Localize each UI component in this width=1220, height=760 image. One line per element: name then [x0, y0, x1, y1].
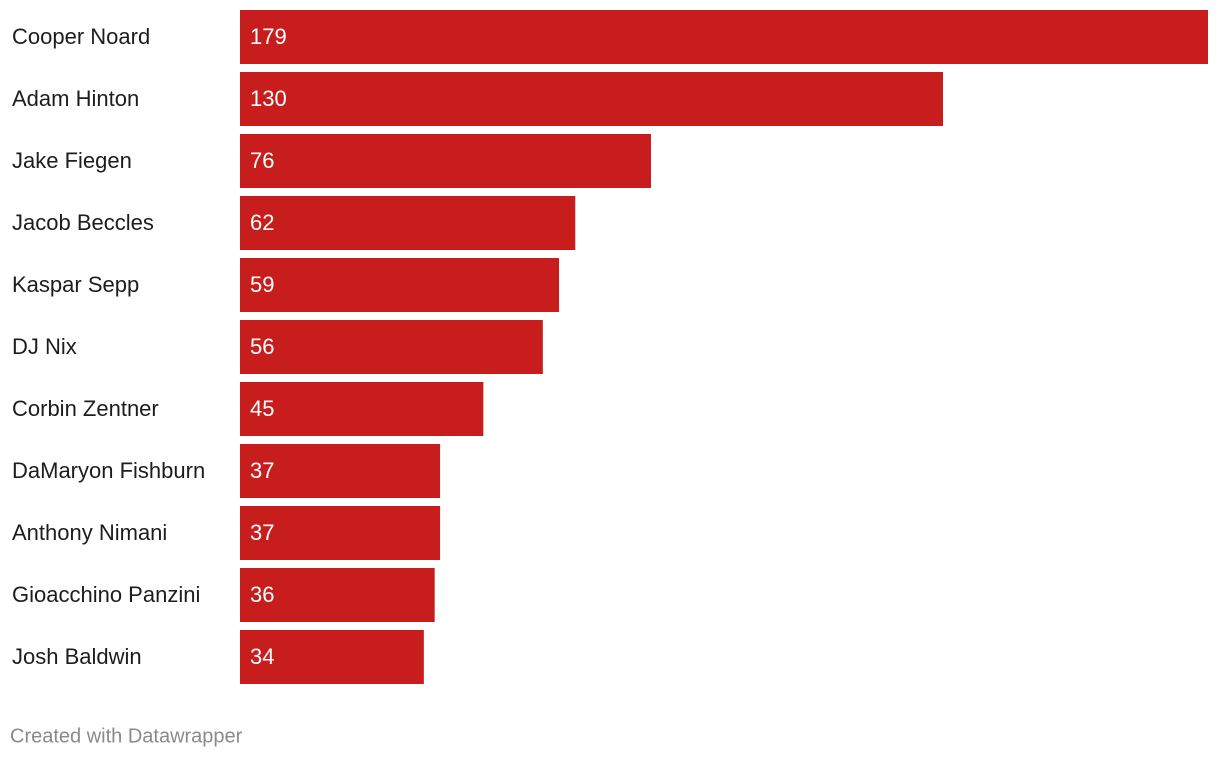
value-label: 37: [250, 520, 274, 545]
category-label: Kaspar Sepp: [12, 272, 139, 297]
category-label: DJ Nix: [12, 334, 77, 359]
value-label: 45: [250, 396, 274, 421]
value-label: 56: [250, 334, 274, 359]
bar: [240, 568, 435, 622]
bar: [240, 196, 576, 250]
category-label: Gioacchino Panzini: [12, 582, 200, 607]
bar: [240, 134, 651, 188]
category-label: Cooper Noard: [12, 24, 150, 49]
value-label: 76: [250, 148, 274, 173]
credit: Created with Datawrapper: [10, 725, 243, 747]
value-label: 36: [250, 582, 274, 607]
bar: [240, 72, 944, 126]
value-label: 130: [250, 86, 287, 111]
category-label: Anthony Nimani: [12, 520, 167, 545]
category-label: Corbin Zentner: [12, 396, 159, 421]
bar: [240, 258, 560, 312]
bar: [240, 444, 441, 498]
category-label: Jacob Beccles: [12, 210, 154, 235]
category-label: DaMaryon Fishburn: [12, 458, 205, 483]
bar: [240, 506, 441, 560]
value-label: 34: [250, 644, 274, 669]
bar: [240, 10, 1208, 64]
category-label: Josh Baldwin: [12, 644, 142, 669]
bar: [240, 382, 484, 436]
category-label: Adam Hinton: [12, 86, 139, 111]
category-label: Jake Fiegen: [12, 148, 132, 173]
value-label: 179: [250, 24, 287, 49]
bar: [240, 630, 424, 684]
value-label: 62: [250, 210, 274, 235]
value-label: 59: [250, 272, 274, 297]
value-label: 37: [250, 458, 274, 483]
bar: [240, 320, 543, 374]
